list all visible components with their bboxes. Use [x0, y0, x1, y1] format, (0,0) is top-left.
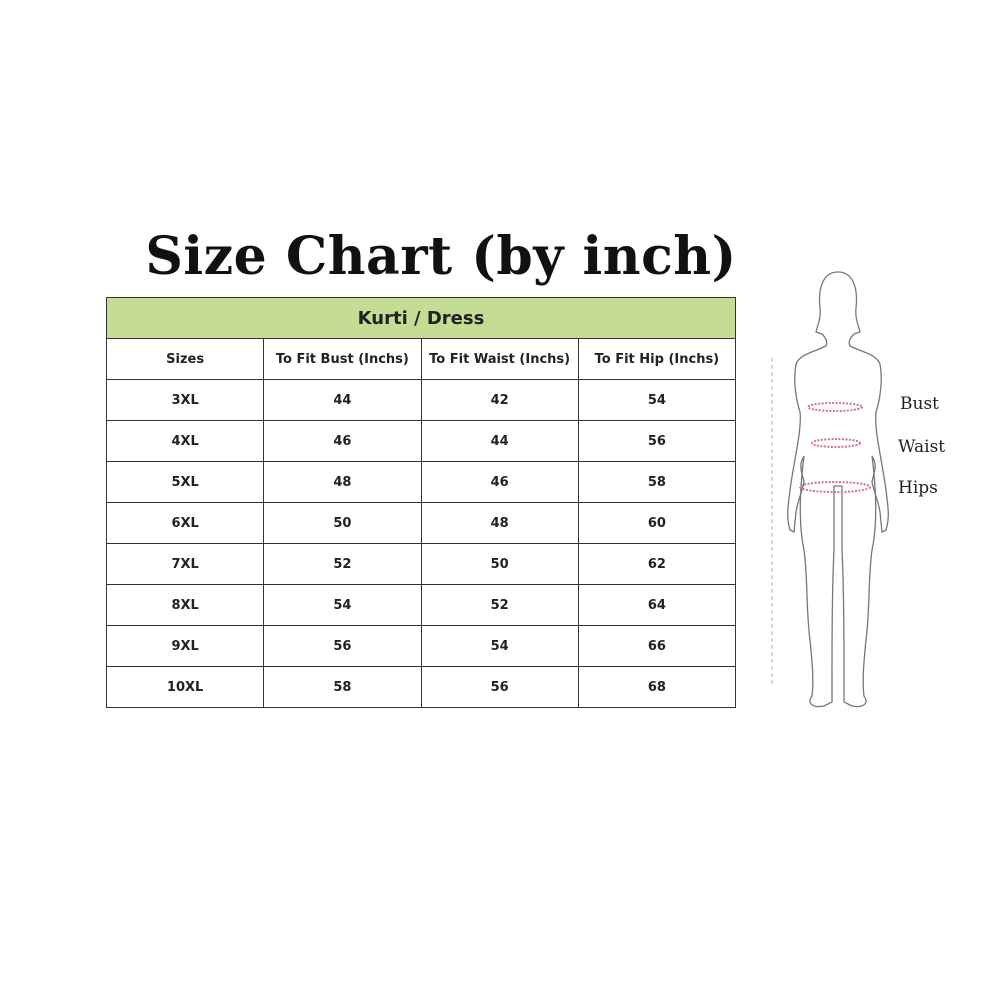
size-cell: 9XL — [105, 625, 265, 667]
measurement-cell: 52 — [263, 543, 422, 585]
measurement-cell: 60 — [577, 502, 737, 544]
hips-label: Hips — [898, 478, 938, 498]
measurement-cell: 54 — [420, 625, 579, 667]
column-header: To Fit Hip (Inchs) — [577, 338, 737, 380]
size-chart-table: Kurti / Dress Sizes To Fit Bust (Inchs) … — [105, 297, 737, 708]
table-row: 4XL 46 44 56 — [105, 420, 737, 462]
measurement-cell: 52 — [420, 584, 579, 626]
table-row: 3XL 44 42 54 — [105, 379, 737, 421]
measurement-cell: 46 — [263, 420, 422, 462]
size-cell: 4XL — [105, 420, 265, 462]
column-header: Sizes — [105, 338, 265, 380]
measurement-cell: 42 — [420, 379, 579, 421]
measurement-cell: 58 — [263, 666, 422, 708]
table-row: 6XL 50 48 60 — [105, 502, 737, 544]
woman-silhouette-icon — [771, 271, 889, 708]
size-cell: 3XL — [105, 379, 265, 421]
measurement-cell: 64 — [577, 584, 737, 626]
measurement-cell: 50 — [263, 502, 422, 544]
measurement-cell: 54 — [577, 379, 737, 421]
measurement-cell: 46 — [420, 461, 579, 503]
table-row: 8XL 54 52 64 — [105, 584, 737, 626]
measurement-cell: 54 — [263, 584, 422, 626]
measurement-cell: 44 — [263, 379, 422, 421]
table-row: 7XL 52 50 62 — [105, 543, 737, 585]
measurement-cell: 62 — [577, 543, 737, 585]
measurement-cell: 56 — [263, 625, 422, 667]
table-row: 5XL 48 46 58 — [105, 461, 737, 503]
measurement-cell: 44 — [420, 420, 579, 462]
measurement-cell: 56 — [577, 420, 737, 462]
measurement-cell: 48 — [263, 461, 422, 503]
table-row: 9XL 56 54 66 — [105, 625, 737, 667]
measurement-cell: 66 — [577, 625, 737, 667]
size-cell: 5XL — [105, 461, 265, 503]
size-cell: 10XL — [105, 666, 265, 708]
column-header: To Fit Bust (Inchs) — [263, 338, 422, 380]
body-measurement-figure: Bust Waist Hips — [760, 260, 960, 724]
size-cell: 8XL — [105, 584, 265, 626]
group-header: Kurti / Dress — [106, 297, 736, 339]
measurement-cell: 58 — [577, 461, 737, 503]
measurement-cell: 68 — [577, 666, 737, 708]
table-row: 10XL 58 56 68 — [105, 666, 737, 708]
column-header: To Fit Waist (Inchs) — [420, 338, 579, 380]
waist-label: Waist — [898, 437, 946, 457]
measurement-cell: 48 — [420, 502, 579, 544]
measurement-cell: 56 — [420, 666, 579, 708]
size-cell: 6XL — [105, 502, 265, 544]
measurement-cell: 50 — [420, 543, 579, 585]
size-cell: 7XL — [105, 543, 265, 585]
page-title: Size Chart (by inch) — [145, 226, 737, 287]
column-headers: Sizes To Fit Bust (Inchs) To Fit Waist (… — [105, 338, 737, 380]
bust-label: Bust — [900, 394, 939, 414]
